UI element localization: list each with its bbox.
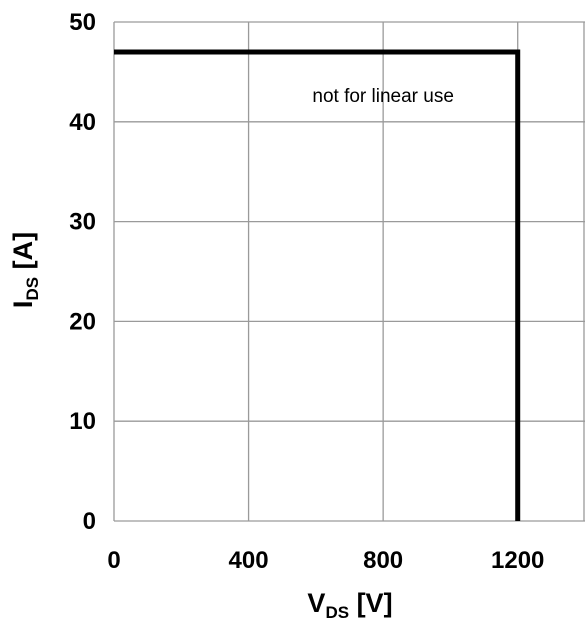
x-tick-label: 1200 [491, 547, 544, 574]
y-tick-label: 50 [69, 9, 96, 36]
y-tick-labels: 0 10 20 30 40 50 [69, 9, 96, 535]
series-line-0 [114, 49, 521, 521]
y-axis-title: IDS [A] [8, 232, 42, 308]
y-axis-title-sub: DS [23, 277, 42, 301]
x-axis-title-main: V [307, 588, 325, 618]
x-tick-label: 400 [229, 547, 269, 574]
y-tick-label: 40 [69, 109, 96, 136]
x-tick-labels: 0 400 800 1200 [107, 547, 544, 574]
y-axis-title-unit: [A] [8, 232, 38, 277]
x-tick-label: 0 [107, 547, 120, 574]
annotations: not for linear use [312, 86, 454, 107]
y-axis-title-main: I [8, 301, 38, 309]
y-tick-label: 20 [69, 308, 96, 335]
plot-area [114, 49, 521, 521]
x-axis-title: VDS [V] [307, 588, 392, 622]
y-tick-label: 10 [69, 408, 96, 435]
x-axis-title-sub: DS [325, 603, 349, 622]
x-axis-title-unit: [V] [349, 588, 393, 618]
y-tick-label: 0 [83, 508, 96, 535]
y-tick-label: 30 [69, 209, 96, 236]
x-tick-label: 800 [363, 547, 403, 574]
annotation-label: not for linear use [312, 86, 454, 107]
